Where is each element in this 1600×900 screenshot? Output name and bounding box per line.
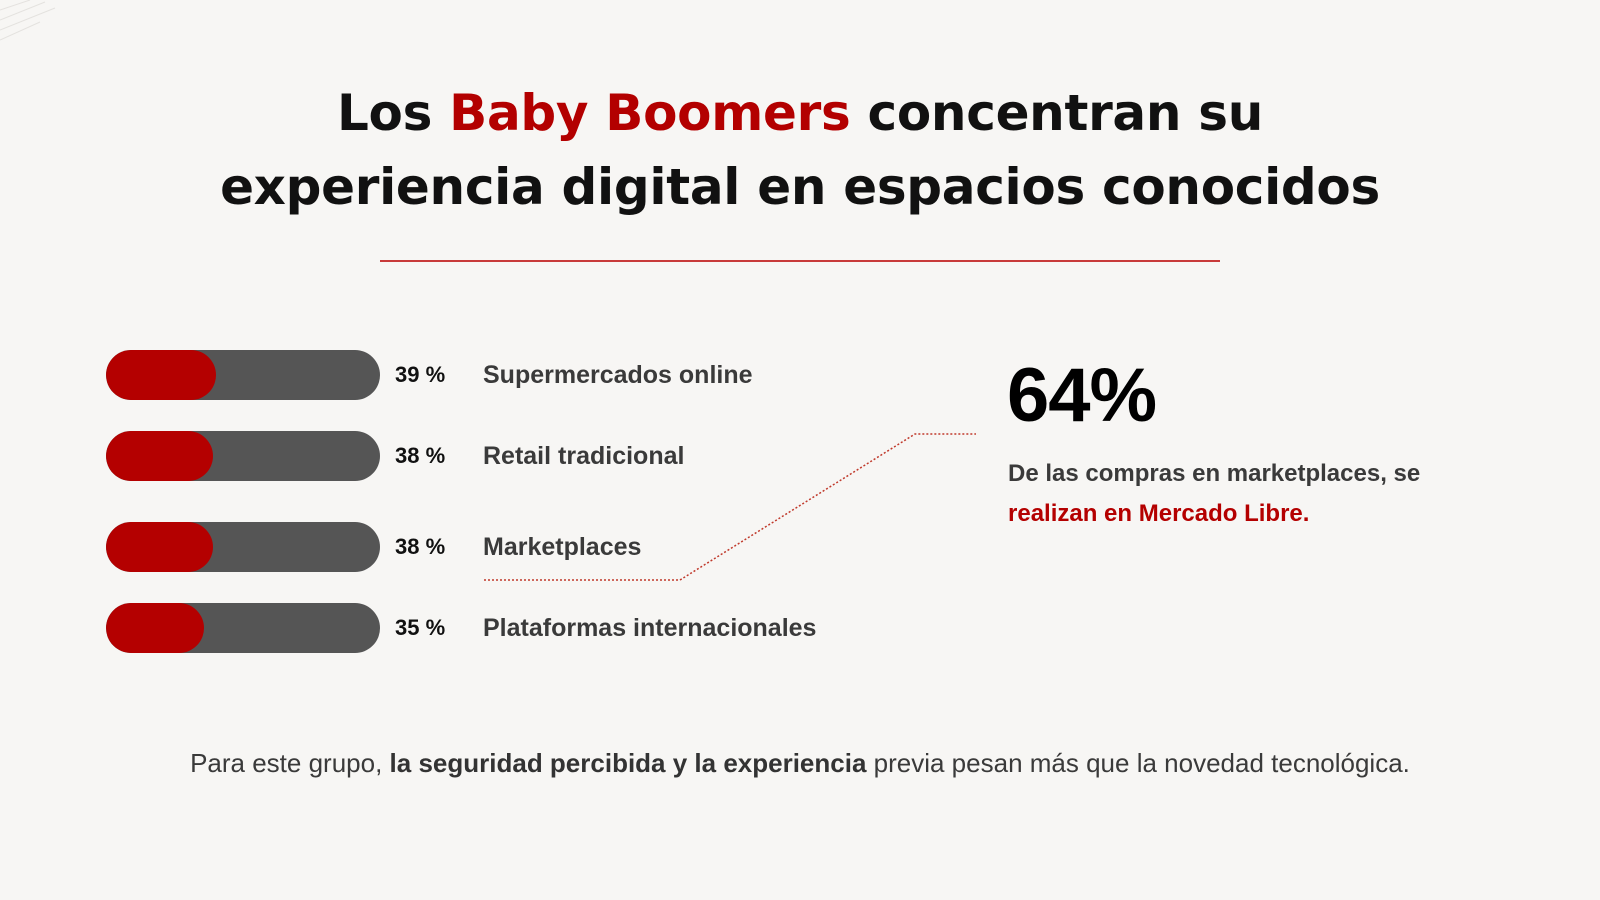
- footer-pre: Para este grupo,: [190, 748, 390, 778]
- bar-row: 38 % Marketplaces: [106, 522, 906, 572]
- bar-category-label: Supermercados online: [483, 361, 753, 389]
- callout-description: De las compras en marketplaces, se reali…: [1008, 454, 1478, 534]
- bar-row: 39 % Supermercados online: [106, 350, 906, 400]
- bar-track: [106, 522, 380, 572]
- title-divider: [380, 260, 1220, 262]
- title-highlight: Baby Boomers: [449, 84, 851, 142]
- bar-fill: [106, 603, 205, 653]
- title-prefix: Los: [336, 84, 450, 142]
- bar-value-label: 38 %: [395, 534, 446, 559]
- callout-desc-plain: De las compras en marketplaces, se: [1008, 460, 1421, 487]
- bar-fill: [106, 350, 216, 400]
- bar-category-label: Marketplaces: [483, 533, 642, 561]
- footer-bold: la seguridad percibida y la experiencia: [389, 748, 867, 778]
- title-line-1: Los Baby Boomers concentran su: [0, 76, 1600, 150]
- bar-value-label: 39 %: [395, 362, 446, 387]
- title-line-2: experiencia digital en espacios conocido…: [220, 158, 1380, 216]
- title-line1-rest: concentran su: [850, 84, 1264, 142]
- bar-row: 38 % Retail tradicional: [106, 431, 906, 481]
- footer-note: Para este grupo, la seguridad percibida …: [0, 748, 1600, 779]
- bar-category-label: Plataformas internacionales: [483, 614, 817, 642]
- callout-desc-highlight: realizan en Mercado Libre.: [1008, 500, 1310, 527]
- bar-value-label: 35 %: [395, 615, 446, 640]
- bar-category-label: Retail tradicional: [483, 442, 685, 470]
- corner-pattern-decoration: [0, 0, 56, 41]
- bar-track: [106, 431, 380, 481]
- callout-stat: 64%: [1007, 353, 1157, 438]
- bar-track: [106, 603, 380, 653]
- footer-post: previa pesan más que la novedad tecnológ…: [866, 748, 1410, 778]
- bar-row: 35 % Plataformas internacionales: [106, 603, 906, 653]
- bar-value-label: 38 %: [395, 443, 446, 468]
- page-title: Los Baby Boomers concentran su experienc…: [0, 76, 1600, 224]
- bar-track: [106, 350, 380, 400]
- bar-fill: [106, 522, 213, 572]
- bar-fill: [106, 431, 213, 481]
